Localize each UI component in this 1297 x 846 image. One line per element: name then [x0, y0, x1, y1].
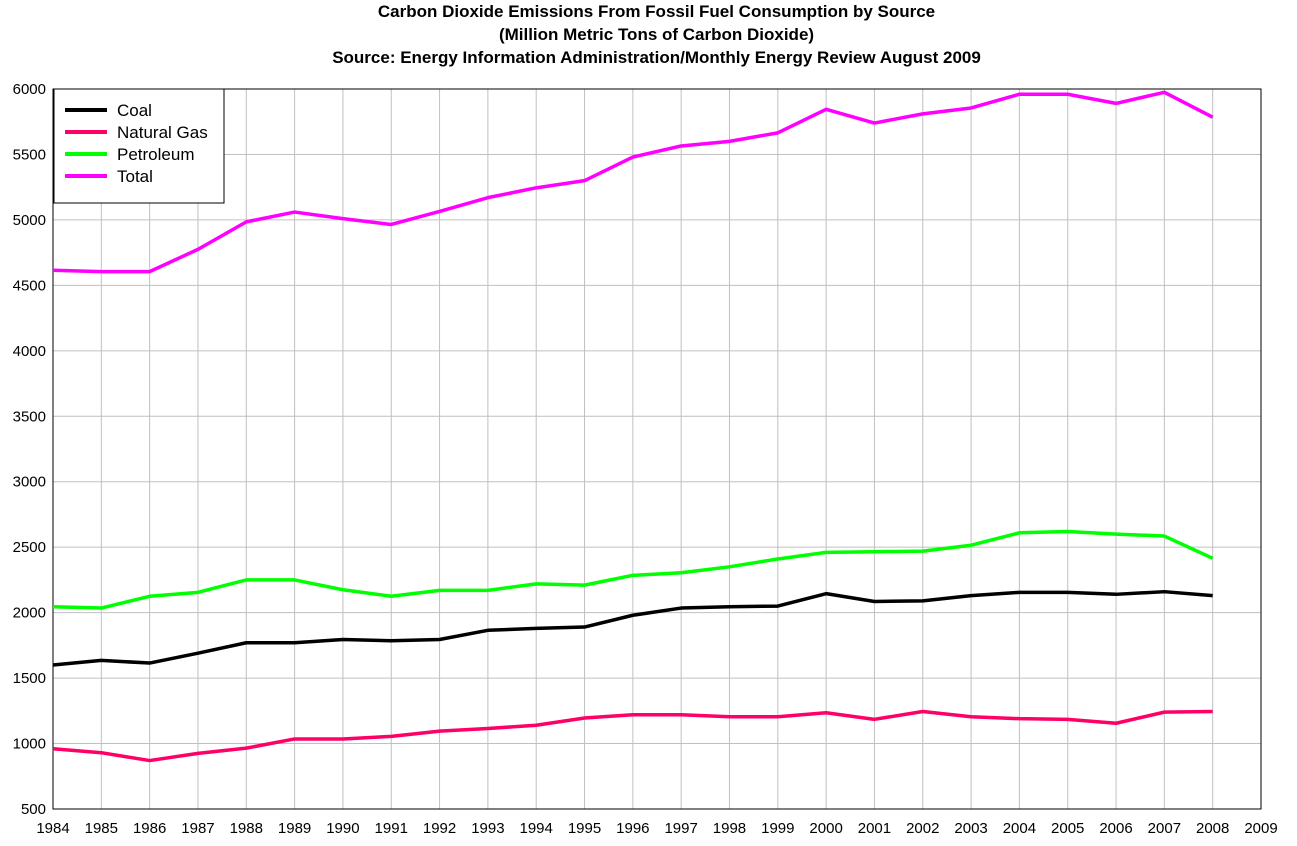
x-tick-label: 1987 — [181, 820, 214, 837]
series-lines — [52, 90, 1214, 763]
x-tick-label: 1996 — [616, 820, 649, 837]
x-tick-label: 1994 — [520, 820, 553, 837]
x-tick-label: 2009 — [1244, 820, 1277, 837]
x-tick-label: 1984 — [36, 820, 69, 837]
y-tick-label: 4500 — [13, 277, 46, 294]
x-tick-label: 2006 — [1099, 820, 1132, 837]
x-tick-label: 1990 — [326, 820, 359, 837]
x-tick-label: 1985 — [85, 820, 118, 837]
series-line-petroleum — [52, 529, 1214, 610]
series-line-total — [52, 90, 1214, 274]
x-tick-label: 1997 — [664, 820, 697, 837]
y-tick-label: 500 — [21, 801, 46, 818]
y-axis-ticks: 500 1000 1500 2000 2500 3000 3500 4000 4500 5000 5… — [13, 81, 46, 818]
y-tick-label: 2500 — [13, 539, 46, 556]
y-tick-label: 3000 — [13, 474, 46, 491]
legend-label-total: Total — [117, 167, 153, 186]
x-tick-label: 1986 — [133, 820, 166, 837]
grid — [53, 89, 1261, 809]
chart-title: Carbon Dioxide Emissions From Fossil Fue… — [377, 2, 936, 21]
x-tick-label: 1995 — [568, 820, 601, 837]
x-tick-label: 2000 — [809, 820, 842, 837]
x-tick-label: 2001 — [858, 820, 891, 837]
x-tick-label: 1993 — [471, 820, 504, 837]
series-line-natural-gas — [52, 709, 1213, 763]
x-tick-label: 2005 — [1051, 820, 1084, 837]
x-tick-label: 2007 — [1148, 820, 1181, 837]
x-tick-label: 1989 — [278, 820, 311, 837]
y-tick-label: 2000 — [13, 605, 46, 622]
y-tick-label: 5500 — [13, 146, 46, 163]
y-tick-label: 5000 — [13, 212, 46, 229]
legend-label-petroleum: Petroleum — [117, 145, 194, 164]
x-tick-label: 2008 — [1196, 820, 1229, 837]
x-tick-label: 1992 — [423, 820, 456, 837]
plot-frame — [52, 88, 1262, 810]
y-tick-label: 4000 — [13, 343, 46, 360]
y-tick-label: 6000 — [13, 81, 46, 98]
x-tick-label: 2003 — [954, 820, 987, 837]
chart-subtitle: (Million Metric Tons of Carbon Dioxide) — [498, 25, 815, 44]
chart-source: Source: Energy Information Administratio… — [332, 48, 981, 67]
legend: Coal Natural Gas Petroleum Total — [53, 88, 225, 204]
y-tick-label: 1000 — [13, 736, 46, 753]
y-tick-label: 1500 — [13, 670, 46, 687]
x-axis-ticks: 1984 1985 1986 1987 1988 1989 1990 1991 1992 1993… — [36, 820, 1277, 837]
x-tick-label: 2004 — [1003, 820, 1036, 837]
x-tick-label: 1998 — [713, 820, 746, 837]
x-tick-label: 2002 — [906, 820, 939, 837]
y-tick-label: 3500 — [13, 408, 46, 425]
legend-label-coal: Coal — [117, 101, 152, 120]
x-tick-label: 1991 — [375, 820, 408, 837]
series-line-coal — [52, 589, 1213, 667]
x-tick-label: 1999 — [761, 820, 794, 837]
legend-label-natural-gas: Natural Gas — [117, 123, 208, 142]
x-tick-label: 1988 — [230, 820, 263, 837]
